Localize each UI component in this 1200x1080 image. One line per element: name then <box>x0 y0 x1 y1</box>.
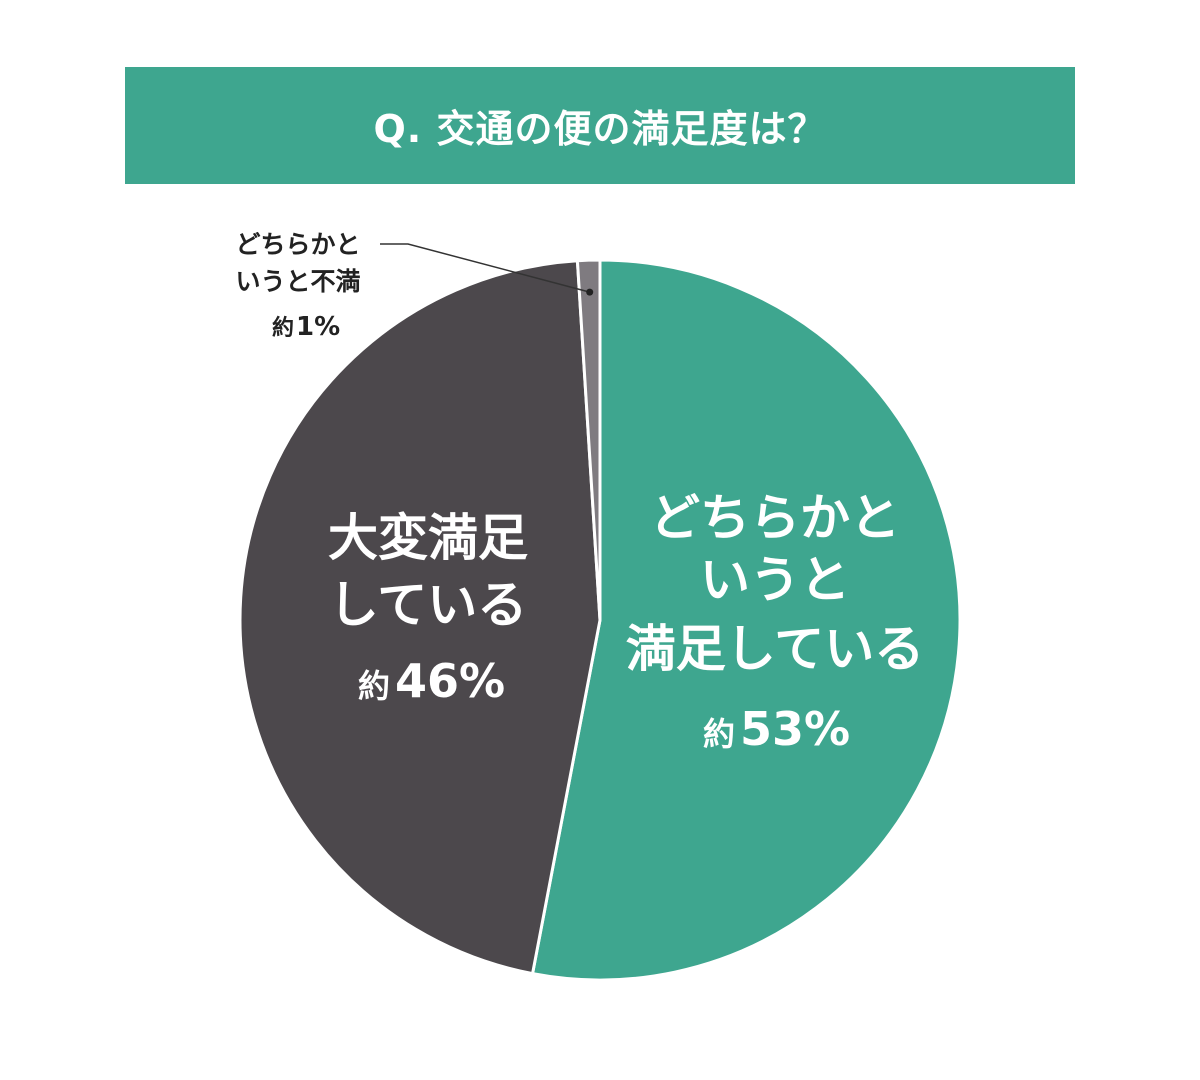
pie-slice-0 <box>530 258 962 982</box>
title-banner: Q. 交通の便の満足度は？ <box>125 67 1075 184</box>
slice-2-value-prefix: 約 <box>272 315 294 341</box>
pie-slice-2 <box>575 258 602 621</box>
slice-1-value: 46% <box>395 654 505 708</box>
slice-0-label-line-1: いうと <box>700 551 850 609</box>
slice-0-label-line-0: どちらかと <box>650 489 900 547</box>
slice-2-leader-dot <box>586 288 594 296</box>
pie-slice-1 <box>238 259 602 976</box>
slice-1-label-line-1: している <box>329 576 528 634</box>
slice-1-value-prefix: 約 <box>358 667 390 705</box>
slice-0-value-prefix: 約 <box>703 715 735 753</box>
slice-2-label-line-1: いうと不満 <box>235 267 360 296</box>
chart-title: Q. 交通の便の満足度は？ <box>373 107 827 151</box>
slice-0-label-line-2: 満足している <box>626 620 925 678</box>
slice-2-label-line-0: どちらかと <box>235 230 360 259</box>
slice-1-label-line-0: 大変満足 <box>328 509 528 567</box>
slice-2-value: 1% <box>296 312 340 342</box>
slice-0-value: 53% <box>740 702 850 756</box>
slice-2-leader-line <box>380 243 590 293</box>
